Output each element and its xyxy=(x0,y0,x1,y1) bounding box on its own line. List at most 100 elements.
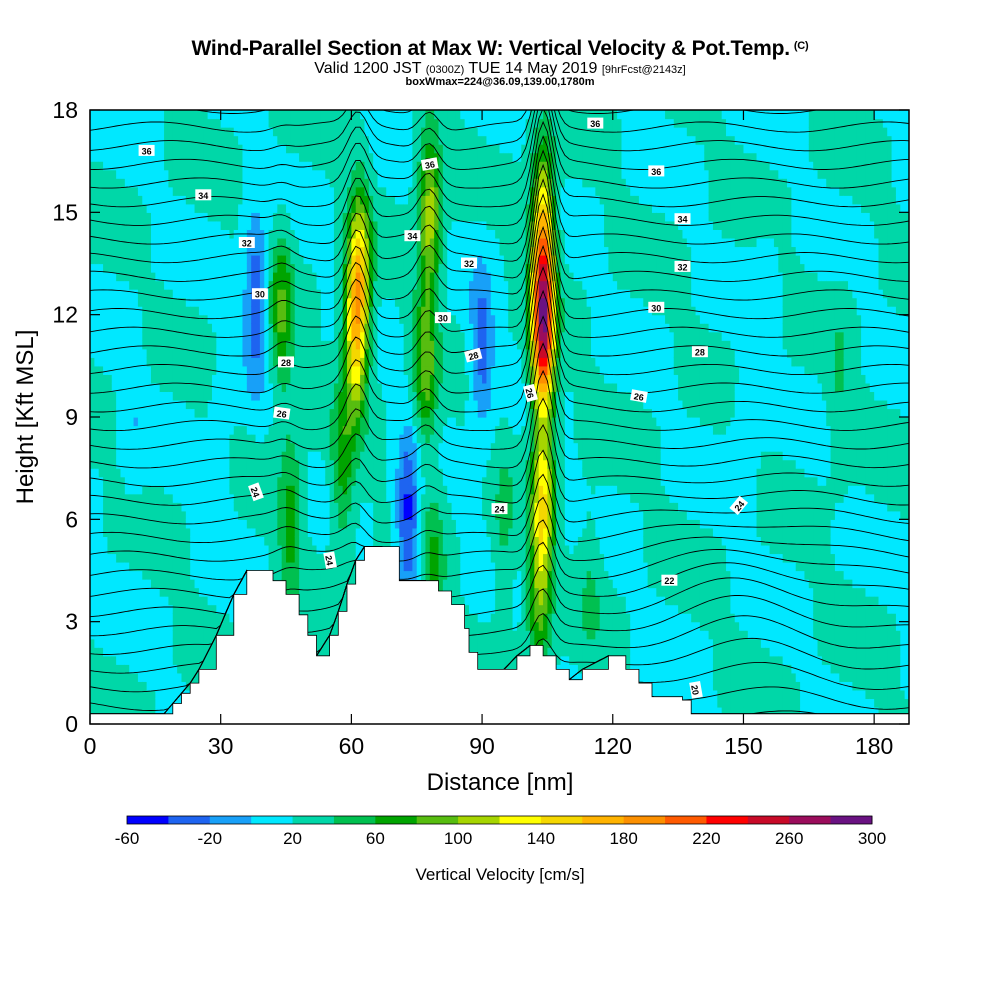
heatmap-cell xyxy=(124,314,130,324)
heatmap-cell xyxy=(90,348,95,358)
heatmap-cell xyxy=(373,229,379,239)
heatmap-cell xyxy=(364,459,370,469)
heatmap-cell xyxy=(181,195,187,205)
heatmap-cell xyxy=(325,178,331,188)
heatmap-cell xyxy=(207,229,213,239)
heatmap-cell xyxy=(203,468,209,478)
heatmap-cell xyxy=(312,314,318,324)
heatmap-cell xyxy=(90,272,95,282)
heatmap-cell xyxy=(299,135,305,145)
heatmap-cell xyxy=(116,297,122,307)
heatmap-cell xyxy=(116,647,122,657)
heatmap-cell xyxy=(172,212,178,222)
heatmap-cell xyxy=(333,587,339,597)
heatmap-cell xyxy=(333,570,339,580)
heatmap-cell xyxy=(299,596,305,606)
heatmap-cell xyxy=(177,391,183,401)
heatmap-cell xyxy=(238,195,244,205)
heatmap-cell xyxy=(120,144,126,154)
heatmap-cell xyxy=(320,561,326,572)
heatmap-cell xyxy=(220,246,226,256)
heatmap-cell xyxy=(368,442,374,452)
heatmap-cell xyxy=(124,468,130,478)
heatmap-cell xyxy=(246,561,252,572)
heatmap-cell xyxy=(94,152,100,162)
heatmap-cell xyxy=(111,561,117,572)
heatmap-cell xyxy=(233,510,239,520)
heatmap-cell xyxy=(181,476,187,486)
heatmap-cell xyxy=(146,621,152,631)
heatmap-cell xyxy=(325,365,331,375)
heatmap-cell xyxy=(342,323,348,333)
heatmap-cell xyxy=(303,391,309,401)
heatmap-cell xyxy=(203,408,209,418)
heatmap-cell xyxy=(129,127,135,137)
heatmap-cell xyxy=(303,323,309,333)
heatmap-cell xyxy=(272,561,278,572)
heatmap-cell xyxy=(216,237,222,248)
heatmap-cell xyxy=(146,246,152,256)
heatmap-cell xyxy=(137,314,143,324)
heatmap-cell xyxy=(190,289,196,299)
heatmap-cell xyxy=(286,502,291,512)
heatmap-cell xyxy=(307,468,313,478)
heatmap-cell xyxy=(312,451,318,461)
heatmap-cell xyxy=(220,408,226,418)
heatmap-cell xyxy=(316,212,322,222)
heatmap-cell xyxy=(255,220,261,230)
heatmap-cell xyxy=(137,561,143,572)
heatmap-cell xyxy=(351,127,357,137)
heatmap-cell xyxy=(177,280,183,290)
heatmap-cell xyxy=(299,553,305,563)
heatmap-cell xyxy=(373,510,379,520)
heatmap-cell xyxy=(316,195,322,205)
heatmap-cell xyxy=(120,706,126,717)
heatmap-cell xyxy=(216,493,222,503)
heatmap-cell xyxy=(238,169,244,179)
heatmap-cell xyxy=(164,417,170,427)
heatmap-cell xyxy=(111,570,117,580)
heatmap-cell xyxy=(155,459,161,469)
heatmap-cell xyxy=(320,331,326,341)
heatmap-cell xyxy=(233,203,239,213)
heatmap-cell xyxy=(338,237,344,248)
heatmap-cell xyxy=(381,161,387,171)
heatmap-cell xyxy=(211,613,217,623)
heatmap-cell xyxy=(164,638,170,648)
heatmap-cell xyxy=(107,340,113,350)
heatmap-cell xyxy=(172,698,178,708)
heatmap-cell xyxy=(233,178,239,188)
heatmap-cell xyxy=(164,587,170,597)
heatmap-cell xyxy=(111,681,117,691)
heatmap-cell xyxy=(116,144,122,154)
heatmap-cell xyxy=(307,391,313,401)
heatmap-cell xyxy=(181,237,187,248)
heatmap-cell xyxy=(272,314,278,324)
heatmap-cell xyxy=(198,127,204,137)
heatmap-cell xyxy=(198,152,204,162)
heatmap-cell xyxy=(360,220,366,230)
heatmap-cell xyxy=(159,579,165,589)
heatmap-cell xyxy=(355,348,361,358)
heatmap-cell xyxy=(259,161,265,171)
heatmap-cell xyxy=(177,306,183,316)
heatmap-cell xyxy=(220,451,226,461)
heatmap-cell xyxy=(185,118,191,128)
heatmap-cell xyxy=(307,519,313,529)
heatmap-cell xyxy=(342,579,348,589)
heatmap-cell xyxy=(360,536,366,546)
heatmap-cell xyxy=(347,144,352,154)
heatmap-cell xyxy=(299,442,305,452)
heatmap-cell xyxy=(272,544,278,555)
heatmap-cell xyxy=(150,323,156,333)
heatmap-cell xyxy=(377,246,383,256)
heatmap-cell xyxy=(307,442,313,452)
heatmap-cell xyxy=(268,237,274,248)
heatmap-cell xyxy=(198,493,204,503)
heatmap-cell xyxy=(129,536,135,546)
heatmap-cell xyxy=(312,331,318,341)
heatmap-cell xyxy=(120,485,126,495)
heatmap-cell xyxy=(155,425,161,435)
heatmap-cell xyxy=(172,468,178,478)
heatmap-cell xyxy=(333,340,339,350)
